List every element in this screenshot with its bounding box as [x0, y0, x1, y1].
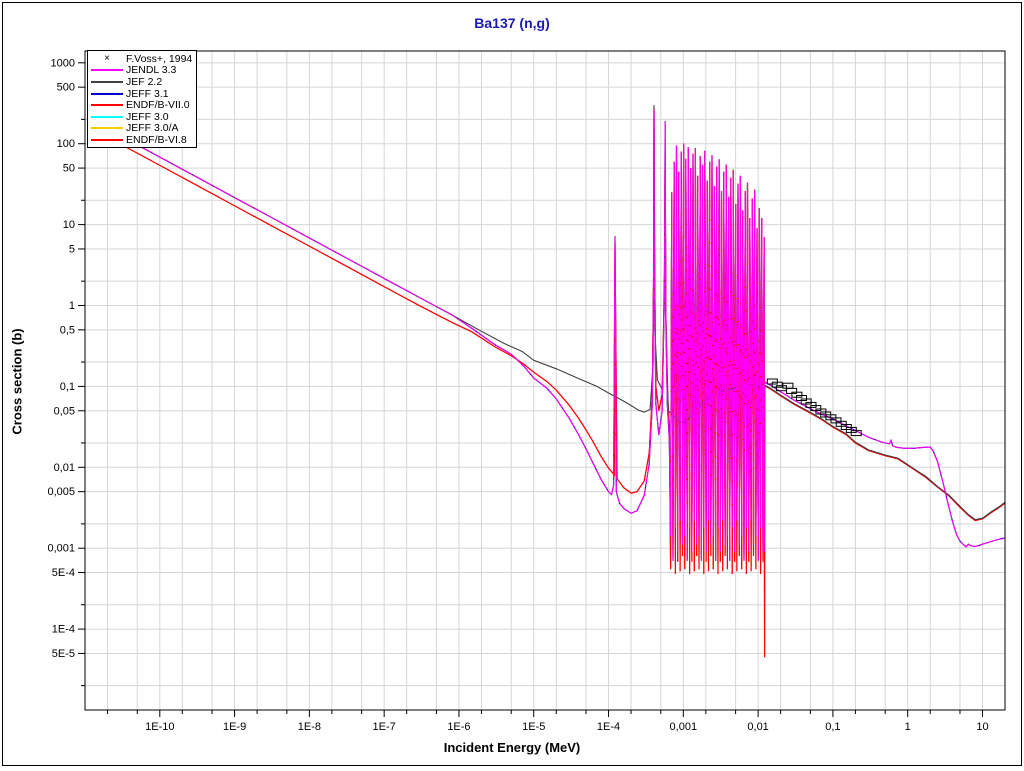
legend-line-swatch-icon: [88, 80, 126, 83]
x-tick-label: 1E-6: [447, 721, 470, 733]
y-tick-label: 0,05: [54, 405, 75, 417]
series-curve-jef22: [90, 105, 1005, 521]
experimental-point: [771, 381, 783, 388]
legend-item-label: JENDL 3.3: [126, 64, 177, 77]
legend-item-label: JEF 2.2: [126, 75, 163, 88]
legend-item: ENDF/B-VII.0: [88, 99, 196, 111]
plot-border: [84, 50, 1006, 711]
y-tick-label: 1000: [51, 57, 75, 69]
legend-item-label: ENDF/B-VII.0: [126, 99, 190, 112]
x-tick-label: 1E-4: [597, 721, 620, 733]
series-curve-jeff31: [90, 109, 1005, 561]
x-tick-label: 0,1: [825, 721, 840, 733]
x-tick-label: 0,001: [670, 721, 698, 733]
y-tick-label: 500: [57, 82, 75, 94]
experimental-point: [850, 430, 862, 437]
series-curve-jeff30: [90, 109, 1005, 561]
legend-item: JEFF 3.1: [88, 88, 196, 100]
x-tick-label: 1E-7: [373, 721, 396, 733]
series-curve-jendl33: [90, 109, 1005, 561]
legend-item: ENDF/B-VI.8: [88, 134, 196, 146]
x-axis-title: Incident Energy (MeV): [443, 740, 581, 755]
plot-canvas[interactable]: 1E-10 1E-9 1E-8 1E-7 1E-6 1E-5 1E-4 0,001 0,01 0,…: [3, 3, 1024, 771]
chart-title: Ba137 (n,g): [474, 15, 550, 31]
y-tick-label: 0,1: [60, 381, 75, 393]
y-tick-label: 0,5: [60, 324, 75, 336]
series-curve-jeff30a: [90, 109, 1005, 561]
y-tick-label: 5E-4: [52, 567, 75, 579]
y-tick-label: 5: [69, 243, 75, 255]
legend-item-label: JEFF 3.1: [126, 87, 169, 100]
legend-item-label: JEFF 3.0/A: [126, 122, 179, 135]
x-tick-label: 0,01: [747, 721, 768, 733]
legend-line-swatch-icon: [88, 104, 126, 107]
legend-line-swatch-icon: [88, 69, 126, 72]
x-tick-label: 10: [976, 721, 988, 733]
legend-item: JEFF 3.0: [88, 111, 196, 123]
legend-item: JEF 2.2: [88, 76, 196, 88]
y-tick-label: 1E-4: [52, 624, 75, 636]
y-tick-label: 0,01: [54, 462, 75, 474]
y-tick-label: 1: [69, 300, 75, 312]
legend-item: JEFF 3.0/A: [88, 122, 196, 135]
y-tick-label: 0,005: [47, 486, 75, 498]
x-tick-label: 1E-10: [145, 721, 174, 733]
x-tick-label: 1E-5: [522, 721, 545, 733]
y-tick-label: 0,001: [47, 543, 75, 555]
x-tick-label: 1E-8: [298, 721, 321, 733]
y-tick-label: 10: [63, 219, 75, 231]
legend-line-swatch-icon: [88, 138, 126, 141]
series-curve-endfb70: [90, 108, 1005, 658]
legend-item-label: F.Voss+, 1994: [126, 52, 193, 65]
legend-line-swatch-icon: [88, 115, 126, 118]
legend-line-swatch-icon: [88, 92, 126, 95]
legend-item: × F.Voss+, 1994: [88, 53, 196, 65]
y-tick-label: 50: [63, 163, 75, 175]
legend-line-swatch-icon: [88, 127, 126, 130]
legend-item: JENDL 3.3: [88, 64, 196, 77]
legend-item-label: ENDF/B-VI.8: [126, 133, 187, 146]
x-tick-label: 1E-9: [223, 721, 246, 733]
y-tick-label: 100: [57, 138, 75, 150]
legend-x-marker-icon: ×: [104, 52, 110, 64]
y-tick-label: 5E-5: [52, 648, 75, 660]
legend-item-label: JEFF 3.0: [126, 110, 169, 123]
legend: × F.Voss+, 1994 JENDL 3.3 JEF 2.2 JEFF 3.1 EN…: [87, 50, 197, 148]
x-tick-label: 1: [905, 721, 911, 733]
